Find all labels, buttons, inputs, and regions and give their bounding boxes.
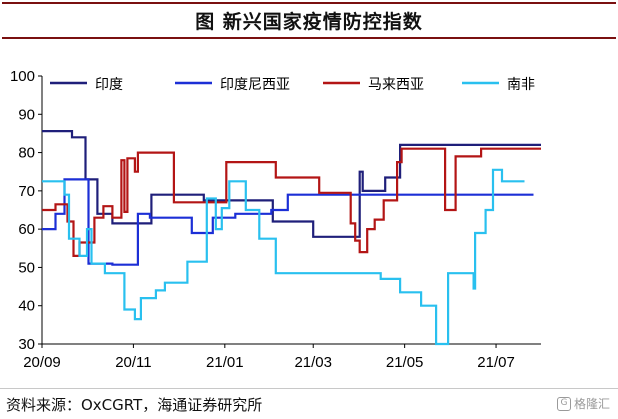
y-tick-label: 80 [18,145,35,162]
legend-label-3: 马来西亚 [368,77,424,93]
watermark-text: 格隆汇 [573,397,610,411]
y-tick-label: 40 [18,298,35,315]
legend-label-2: 印度尼西亚 [220,77,290,93]
x-tick-label: 20/11 [115,354,151,371]
y-tick-label: 50 [18,259,35,276]
y-tick-label: 60 [18,221,35,238]
title-bar: 图 新兴国家疫情防控指数 [2,2,616,39]
chart-title: 图 新兴国家疫情防控指数 [195,11,423,33]
y-tick-label: 30 [18,336,35,353]
watermark: G 格隆汇 [556,395,610,412]
y-tick-label: 90 [18,106,35,123]
x-tick-label: 20/09 [23,354,61,371]
y-tick-label: 70 [18,183,35,200]
watermark-logo-icon: G [556,396,571,411]
x-tick-label: 21/05 [386,354,424,371]
series-line-3 [42,147,541,257]
series-line-1 [42,130,541,238]
legend-label-4: 南非 [507,77,535,93]
y-tick-label: 100 [10,68,35,85]
source-bar: 资料来源：OxCGRT，海通证券研究所 G 格隆汇 [0,388,618,419]
legend-label-1: 印度 [95,77,123,93]
series-line-4 [42,168,525,346]
x-tick-label: 21/01 [206,354,244,371]
source-note: 资料来源：OxCGRT，海通证券研究所 [6,396,263,414]
line-chart: 30 40 50 60 70 80 90 100 20/09 20/11 21/01 21/03 21/… [10,68,541,371]
x-tick-label: 21/03 [294,354,332,371]
x-tick-label: 21/07 [477,354,515,371]
